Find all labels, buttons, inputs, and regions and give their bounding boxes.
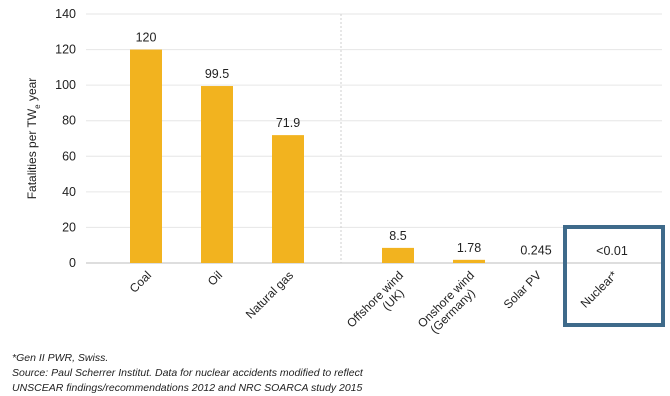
data-labels: 120 99.5 71.9 8.5 1.78 0.245 <0.01 — [136, 31, 628, 258]
data-label: 71.9 — [276, 116, 300, 130]
x-tick-label: Onshore wind(Germany) — [415, 268, 486, 339]
data-label: 8.5 — [389, 229, 406, 243]
data-label: <0.01 — [596, 244, 628, 258]
x-tick-label: Solar PV — [501, 268, 544, 311]
y-tick-label: 120 — [55, 43, 76, 57]
y-axis-label: Fatalities per TWe year — [25, 78, 42, 200]
y-tick-label: 100 — [55, 78, 76, 92]
data-label: 1.78 — [457, 241, 481, 255]
y-tick-label: 80 — [62, 114, 76, 128]
x-tick-label: Nuclear* — [578, 268, 621, 311]
bar — [201, 86, 233, 264]
gridlines — [86, 13, 662, 264]
footnote-unscear: UNSCEAR findings/recommendations 2012 an… — [12, 382, 363, 394]
y-tick-label: 140 — [55, 7, 76, 21]
bar — [272, 135, 304, 263]
y-tick-label: 40 — [62, 185, 76, 199]
x-tick-label: Coal — [127, 268, 154, 295]
y-tick-label: 60 — [62, 149, 76, 163]
data-label: 120 — [136, 31, 157, 45]
y-tick-label: 20 — [62, 220, 76, 234]
nuclear-highlight-box — [563, 225, 665, 327]
data-label: 99.5 — [205, 67, 229, 81]
fatalities-bar-chart: 0 20 40 60 80 100 120 140 120 99.5 71.9 8.5 1.78 0.2… — [25, 7, 665, 339]
footnote-gen2: *Gen II PWR, Swiss. — [12, 352, 109, 364]
bar — [382, 247, 414, 263]
data-label: 0.245 — [520, 244, 551, 258]
bars — [130, 49, 485, 264]
bar — [453, 259, 485, 263]
bar — [130, 49, 162, 264]
x-tick-label: Oil — [205, 268, 225, 288]
y-tick-label: 0 — [69, 256, 76, 270]
x-tick-label: Natural gas — [243, 268, 296, 321]
y-tick-labels: 0 20 40 60 80 100 120 140 — [55, 7, 76, 270]
x-tick-label: Offshore wind(UK) — [344, 268, 415, 339]
x-tick-labels: Coal Oil Natural gas Offshore wind(UK) Onsho… — [127, 268, 621, 339]
footnote-source: Source: Paul Scherrer Institut. Data for… — [12, 367, 363, 379]
